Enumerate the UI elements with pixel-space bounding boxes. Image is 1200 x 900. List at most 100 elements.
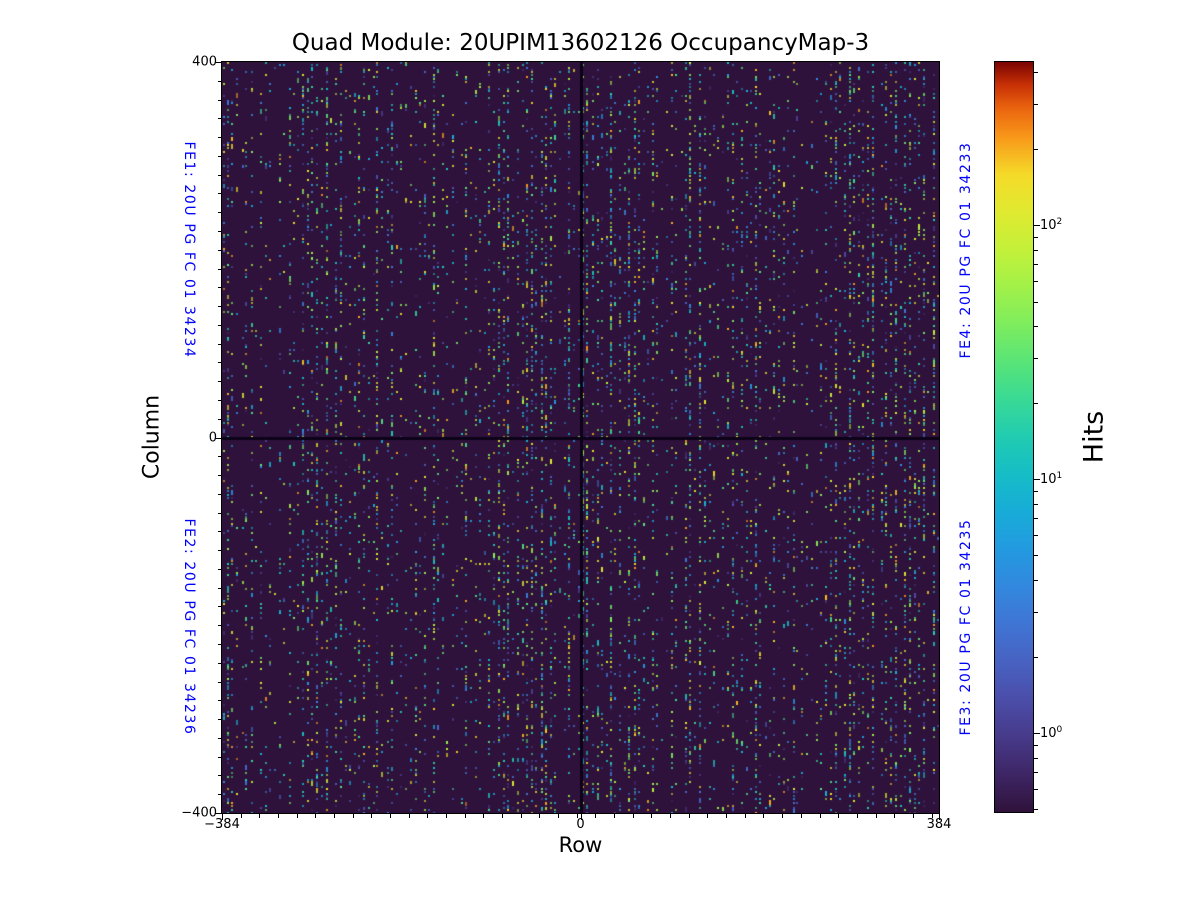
x-minor-tick [521, 814, 522, 818]
colorbar-minor-tick [1034, 326, 1038, 327]
x-minor-tick [371, 814, 372, 818]
y-minor-tick [217, 513, 221, 514]
x-minor-tick [801, 814, 802, 818]
x-axis-label: Row [558, 833, 603, 857]
y-minor-tick [217, 569, 221, 570]
x-major-tick [939, 814, 940, 820]
y-minor-tick [217, 137, 221, 138]
x-minor-tick [838, 814, 839, 818]
x-minor-tick [409, 814, 410, 818]
y-minor-tick [217, 175, 221, 176]
y-minor-tick [217, 475, 221, 476]
y-minor-tick [217, 362, 221, 363]
x-minor-tick [334, 814, 335, 818]
y-minor-tick [217, 588, 221, 589]
y-major-tick [215, 438, 221, 439]
colorbar-minor-tick [1034, 491, 1038, 492]
x-minor-tick [820, 814, 821, 818]
colorbar-minor-tick [1034, 237, 1038, 238]
x-minor-tick [353, 814, 354, 818]
x-major-tick [222, 814, 223, 820]
x-minor-tick [446, 814, 447, 818]
colorbar-tick-label: 100 [1040, 724, 1063, 742]
colorbar-tick-label: 101 [1040, 470, 1063, 488]
colorbar-label: Hits [1078, 410, 1110, 464]
x-minor-tick [390, 814, 391, 818]
y-minor-tick [217, 81, 221, 82]
colorbar-gradient [994, 61, 1034, 813]
y-minor-tick [217, 682, 221, 683]
y-minor-tick [217, 400, 221, 401]
y-minor-tick [217, 306, 221, 307]
x-minor-tick [763, 814, 764, 818]
y-minor-tick [217, 419, 221, 420]
y-minor-tick [217, 775, 221, 776]
y-minor-tick [217, 325, 221, 326]
x-tick-label: −384 [204, 817, 240, 832]
x-minor-tick [502, 814, 503, 818]
y-minor-tick [217, 625, 221, 626]
colorbar-minor-tick [1034, 535, 1038, 536]
y-minor-tick [217, 550, 221, 551]
y-minor-tick [217, 250, 221, 251]
x-tick-label: 384 [926, 817, 952, 832]
colorbar-minor-tick [1034, 264, 1038, 265]
x-minor-tick [633, 814, 634, 818]
colorbar-minor-tick [1034, 403, 1038, 404]
y-major-tick [215, 62, 221, 63]
x-minor-tick [614, 814, 615, 818]
colorbar-minor-tick [1034, 809, 1038, 810]
y-minor-tick [217, 231, 221, 232]
y-minor-tick [217, 344, 221, 345]
colorbar-major-tick [1034, 479, 1040, 480]
x-minor-tick [558, 814, 559, 818]
colorbar-minor-tick [1034, 358, 1038, 359]
x-minor-tick [483, 814, 484, 818]
y-minor-tick [217, 794, 221, 795]
x-minor-tick [670, 814, 671, 818]
y-minor-tick [217, 738, 221, 739]
x-tick-label: 0 [576, 817, 585, 832]
x-minor-tick [241, 814, 242, 818]
x-minor-tick [427, 814, 428, 818]
x-minor-tick [297, 814, 298, 818]
x-minor-tick [932, 814, 933, 818]
chart-title: Quad Module: 20UPIM13602126 OccupancyMap… [291, 30, 870, 56]
colorbar-major-tick [1034, 225, 1040, 226]
y-minor-tick [217, 118, 221, 119]
x-minor-tick [259, 814, 260, 818]
y-minor-tick [217, 212, 221, 213]
y-minor-tick [217, 269, 221, 270]
colorbar-minor-tick [1034, 504, 1038, 505]
y-tick-label: 400 [192, 54, 217, 70]
colorbar-minor-tick [1034, 580, 1038, 581]
y-tick-label: −400 [181, 805, 217, 821]
colorbar-minor-tick [1034, 612, 1038, 613]
x-minor-tick [315, 814, 316, 818]
x-minor-tick [857, 814, 858, 818]
colorbar-minor-tick [1034, 789, 1038, 790]
colorbar-minor-tick [1034, 104, 1038, 105]
colorbar-minor-tick [1034, 657, 1038, 658]
fe3-chip-label: FE3: 20U PG FC 01 34235 [958, 518, 974, 736]
y-minor-tick [217, 381, 221, 382]
y-minor-tick [217, 700, 221, 701]
fe2-chip-label: FE2: 20U PG FC 01 34236 [181, 518, 197, 736]
y-minor-tick [217, 193, 221, 194]
colorbar-minor-tick [1034, 518, 1038, 519]
x-minor-tick [595, 814, 596, 818]
y-major-tick [215, 813, 221, 814]
x-minor-tick [689, 814, 690, 818]
colorbar-tick-label: 102 [1040, 216, 1063, 234]
x-minor-tick [782, 814, 783, 818]
x-minor-tick [539, 814, 540, 818]
y-minor-tick [217, 531, 221, 532]
colorbar-minor-tick [1034, 72, 1038, 73]
y-minor-tick [217, 644, 221, 645]
y-minor-tick [217, 606, 221, 607]
y-minor-tick [217, 663, 221, 664]
y-minor-tick [217, 757, 221, 758]
fe4-chip-label: FE4: 20U PG FC 01 34233 [958, 141, 974, 359]
x-minor-tick [651, 814, 652, 818]
